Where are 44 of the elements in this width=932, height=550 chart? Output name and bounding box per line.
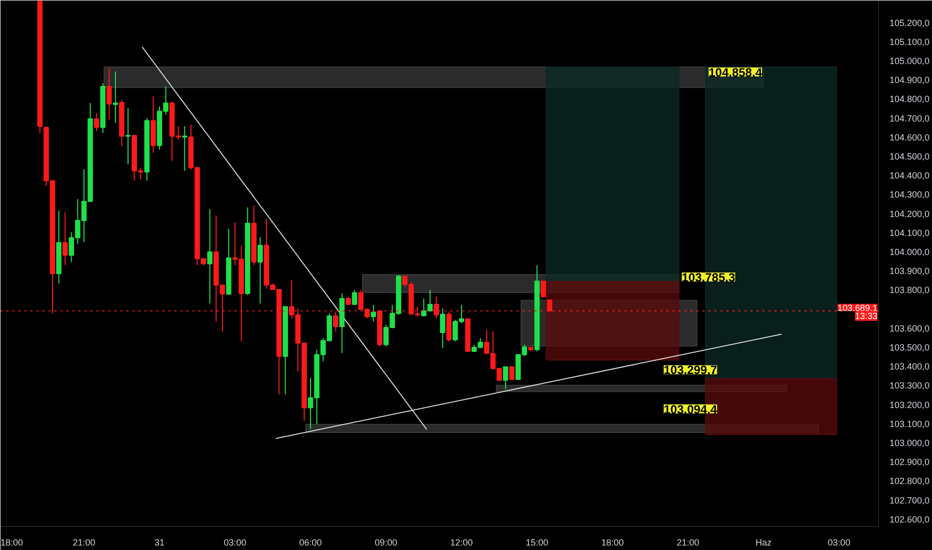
y-tick-label: 104.400,0 [890,170,930,181]
y-tick-label: 104.600,0 [890,132,930,142]
x-tick-label: 31 [154,538,164,548]
y-tick-label: 103.400,0 [890,362,930,372]
y-tick-label: 102.900,0 [890,457,930,468]
y-tick-label: 102.800,0 [890,476,930,486]
x-tick-label: 03:00 [224,538,246,548]
y-tick-label: 104.500,0 [890,151,930,162]
y-tick-label: 104.200,0 [890,208,930,219]
x-tick-label: 18:00 [0,538,24,548]
y-tick-label: 103.200,0 [890,400,930,410]
y-tick-label: 102.600,0 [890,514,930,524]
x-tick-label: 21:00 [72,538,96,548]
y-tick-label: 103.900,0 [890,266,930,276]
y-tick-label: 104.900,0 [890,75,930,86]
annotation: 103.094,4 [664,402,718,416]
y-tick-label: 104.000,0 [890,246,930,257]
ref-line-label: 103.689,1 [837,302,878,313]
x-tick-label: 12:00 [450,538,473,548]
x-tick-label: Haz [756,538,772,548]
annotation: 103.785,3 [682,270,736,284]
y-tick-label: 104.700,0 [890,113,930,124]
x-tick-label: 09:00 [374,538,398,548]
y-tick-label: 104.100,0 [890,228,930,238]
y-tick-label: 105.200,0 [890,18,930,28]
annotation: 13:33 [854,310,878,321]
x-tick-label: 18:00 [601,538,624,548]
annotation: 104.858,4 [708,66,762,80]
y-tick-label: 103.600,0 [890,323,930,334]
y-tick-label: 105.000,0 [890,56,930,66]
y-tick-label: 103.800,0 [890,285,930,296]
y-tick-label: 102.700,0 [890,495,930,506]
y-tick-label: 104.300,0 [890,190,930,200]
x-tick-label: 15:00 [526,538,548,548]
y-tick-label: 104.800,0 [890,94,930,104]
y-tick-label: 103.300,0 [890,380,930,391]
y-tick-label: 103.000,0 [890,438,930,448]
x-tick-label: 21:00 [676,538,700,548]
y-tick-label: 103.500,0 [890,342,930,352]
x-tick-label: 03:00 [828,538,850,548]
x-tick-label: 06:00 [299,538,322,548]
annotation: 103.299,7 [664,363,718,378]
y-tick-label: 103.100,0 [890,418,930,429]
y-tick-label: 105.100,0 [890,36,930,47]
